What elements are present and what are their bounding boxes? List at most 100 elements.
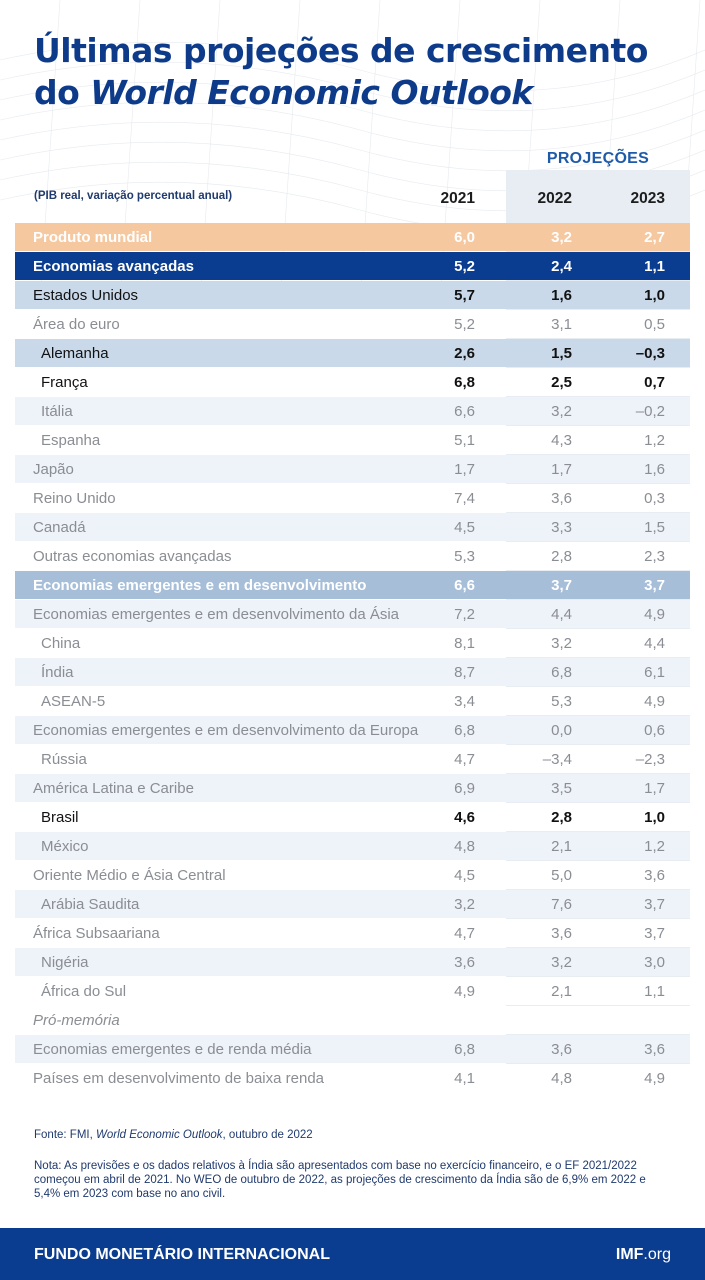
value-2023: 0,5 bbox=[644, 315, 665, 333]
value-2021: 7,4 bbox=[454, 489, 475, 507]
row-label: Índia bbox=[41, 663, 74, 681]
table-row: México 4,8 2,1 1,2 bbox=[15, 832, 690, 860]
value-2022: 7,6 bbox=[551, 895, 572, 913]
value-2023: 0,3 bbox=[644, 489, 665, 507]
table-subtitle: (PIB real, variação percentual anual) bbox=[34, 190, 233, 202]
value-2023: 4,9 bbox=[644, 692, 665, 710]
value-2021: 3,6 bbox=[454, 953, 475, 971]
row-label: Área do euro bbox=[33, 315, 120, 333]
value-2021: 4,6 bbox=[454, 808, 475, 826]
value-2022: 6,8 bbox=[551, 663, 572, 681]
value-2023: –2,3 bbox=[635, 750, 665, 768]
value-2022: 3,2 bbox=[551, 402, 572, 420]
value-2023: –0,3 bbox=[635, 344, 665, 362]
value-2023: 4,9 bbox=[644, 1069, 665, 1087]
table-row: Espanha 5,1 4,3 1,2 bbox=[15, 426, 690, 454]
value-2022: 4,4 bbox=[551, 605, 572, 623]
value-2021: 4,5 bbox=[454, 866, 475, 884]
value-2023: 3,0 bbox=[644, 953, 665, 971]
year-header-2022: 2022 bbox=[537, 190, 572, 207]
value-2023: 1,1 bbox=[644, 257, 665, 275]
table-row: França 6,8 2,5 0,7 bbox=[15, 368, 690, 396]
row-label: Itália bbox=[41, 402, 73, 420]
row-label: Brasil bbox=[41, 808, 79, 826]
value-2023: 4,9 bbox=[644, 605, 665, 623]
growth-table: Produto mundial 6,0 3,2 2,7 Economias avança… bbox=[15, 223, 690, 1093]
value-2023: 2,7 bbox=[644, 228, 665, 246]
row-label: África do Sul bbox=[41, 982, 127, 1000]
row-label: Japão bbox=[33, 460, 74, 478]
value-2022: 2,1 bbox=[551, 982, 572, 1000]
row-label: Arábia Saudita bbox=[41, 895, 140, 913]
value-2023: 3,6 bbox=[644, 1040, 665, 1058]
value-2022: 3,6 bbox=[551, 489, 572, 507]
table-row: Rússia 4,7 –3,4 –2,3 bbox=[15, 745, 690, 773]
value-2021: 4,5 bbox=[454, 518, 475, 536]
title-line-2-italic: World Economic Outlook bbox=[90, 73, 533, 112]
row-label: Oriente Médio e Ásia Central bbox=[33, 866, 226, 884]
value-2023: 2,3 bbox=[644, 547, 665, 565]
value-2022: 1,7 bbox=[551, 460, 572, 478]
source-italic: World Economic Outlook bbox=[96, 1129, 223, 1141]
value-2021: 5,7 bbox=[454, 286, 475, 304]
row-label: México bbox=[41, 837, 89, 855]
value-2023: 3,7 bbox=[644, 924, 665, 942]
value-2021: 4,7 bbox=[454, 750, 475, 768]
value-2022: 1,6 bbox=[551, 286, 572, 304]
value-2021: 8,1 bbox=[454, 634, 475, 652]
value-2023: 1,0 bbox=[644, 286, 665, 304]
value-2022: 3,5 bbox=[551, 779, 572, 797]
value-2021: 6,6 bbox=[454, 402, 475, 420]
footer-url-bold[interactable]: IMF bbox=[615, 1246, 644, 1263]
value-2021: 4,8 bbox=[454, 837, 475, 855]
value-2022: 5,0 bbox=[551, 866, 572, 884]
footer-organization: FUNDO MONETÁRIO INTERNACIONAL bbox=[34, 1246, 330, 1263]
table-row: China 8,1 3,2 4,4 bbox=[15, 629, 690, 657]
row-label: Outras economias avançadas bbox=[33, 547, 232, 565]
value-2023: 0,6 bbox=[644, 721, 665, 739]
value-2022: 2,8 bbox=[551, 808, 572, 826]
value-2021: 5,1 bbox=[454, 431, 475, 449]
row-label: África Subsaariana bbox=[33, 924, 160, 942]
row-label: França bbox=[41, 373, 88, 391]
value-2021: 3,4 bbox=[454, 692, 475, 710]
table-row: Economias emergentes e em desenvolviment… bbox=[15, 571, 690, 599]
value-2023: 1,2 bbox=[644, 837, 665, 855]
table-row: Canadá 4,5 3,3 1,5 bbox=[15, 513, 690, 541]
value-2021: 6,6 bbox=[454, 576, 475, 594]
value-2022: 3,6 bbox=[551, 1040, 572, 1058]
value-2022: –3,4 bbox=[542, 750, 572, 768]
row-label: Espanha bbox=[41, 431, 101, 449]
value-2021: 1,7 bbox=[454, 460, 475, 478]
row-label: Economias emergentes e em desenvolviment… bbox=[33, 576, 367, 594]
value-2023: –0,2 bbox=[635, 402, 665, 420]
value-2021: 6,8 bbox=[454, 721, 475, 739]
year-header-2023: 2023 bbox=[630, 190, 665, 207]
table-row: Economias emergentes e em desenvolviment… bbox=[15, 600, 690, 628]
value-2021: 5,2 bbox=[454, 315, 475, 333]
row-label: Estados Unidos bbox=[33, 286, 139, 304]
table-row: América Latina e Caribe 6,9 3,5 1,7 bbox=[15, 774, 690, 802]
value-2023: 3,6 bbox=[644, 866, 665, 884]
table-row: Produto mundial 6,0 3,2 2,7 bbox=[15, 223, 690, 251]
table-row: Japão 1,7 1,7 1,6 bbox=[15, 455, 690, 483]
table-row: Pró-memória bbox=[15, 1006, 690, 1034]
footer-url-rest[interactable]: .org bbox=[643, 1246, 671, 1263]
value-2023: 6,1 bbox=[644, 663, 665, 681]
table-row: Índia 8,7 6,8 6,1 bbox=[15, 658, 690, 686]
footer-url[interactable]: IMF.org bbox=[616, 1246, 671, 1264]
page-title: Últimas projeções de crescimento do Worl… bbox=[34, 30, 648, 114]
value-2023: 1,1 bbox=[644, 982, 665, 1000]
value-2021: 6,0 bbox=[454, 228, 475, 246]
value-2022: 1,5 bbox=[551, 344, 572, 362]
value-2023: 1,5 bbox=[644, 518, 665, 536]
row-label: Rússia bbox=[41, 750, 87, 768]
table-row: Economias avançadas 5,2 2,4 1,1 bbox=[15, 252, 690, 280]
value-2022: 2,8 bbox=[551, 547, 572, 565]
row-label: América Latina e Caribe bbox=[33, 779, 194, 797]
table-row: Países em desenvolvimento de baixa renda… bbox=[15, 1064, 690, 1092]
table-row: Alemanha 2,6 1,5 –0,3 bbox=[15, 339, 690, 367]
value-2022: 2,1 bbox=[551, 837, 572, 855]
value-2022: 4,8 bbox=[551, 1069, 572, 1087]
table-row: África do Sul 4,9 2,1 1,1 bbox=[15, 977, 690, 1005]
